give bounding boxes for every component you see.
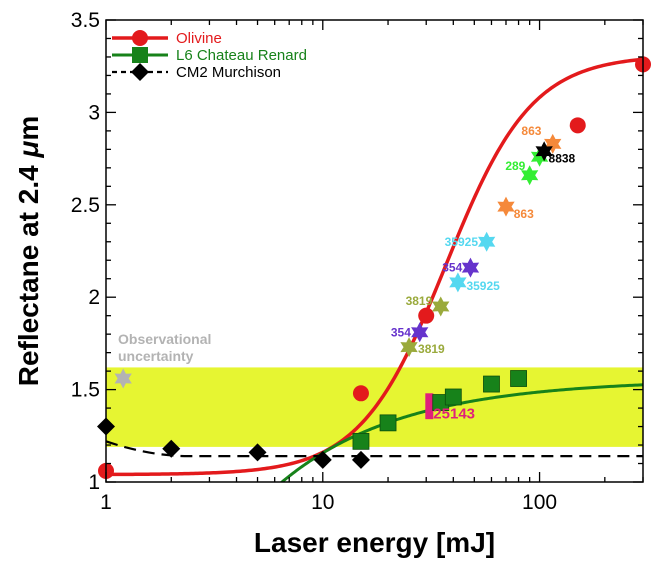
- olivine-point: [418, 307, 435, 324]
- sample-star: [520, 165, 539, 186]
- olivine-point: [569, 117, 586, 134]
- sample-star: [477, 231, 496, 252]
- legend-marker-cm2: [131, 63, 149, 81]
- sample-star: [449, 272, 467, 293]
- chateau-renard-point: [510, 370, 527, 387]
- legend-marker-olivine: [132, 30, 148, 46]
- murchison-point: [248, 443, 267, 462]
- y-tick-label: 3.5: [71, 9, 100, 32]
- plot-frame: [105, 19, 644, 483]
- x-tick-label: 10: [311, 491, 334, 514]
- star-label: 8838: [549, 152, 576, 166]
- sample-star: [530, 146, 549, 167]
- murchison-fit-line: [106, 440, 643, 458]
- legend-label-l6: L6 Chateau Renard: [176, 47, 307, 64]
- sample-25143-label: 25143: [433, 406, 475, 423]
- murchison-point: [351, 450, 370, 469]
- sample-star: [400, 337, 418, 358]
- murchison-point: [162, 439, 181, 458]
- y-tick-label: 1: [88, 471, 100, 494]
- x-axis-title: Laser energy [mJ]: [254, 527, 495, 558]
- sample-star: [461, 257, 480, 278]
- chateau-renard-point: [483, 375, 500, 393]
- y-axis-title: Reflectane at 2.4 μm: [13, 116, 44, 387]
- olivine-point: [352, 385, 369, 402]
- star-label: 289: [505, 159, 525, 173]
- y-axis-title-part: Reflectane at 2.4: [13, 158, 44, 387]
- y-tick-label: 2: [88, 286, 100, 309]
- chateau-renard-point: [379, 414, 397, 432]
- sample-25143-marker: [425, 393, 434, 420]
- x-tick-label: 1: [100, 491, 112, 514]
- y-tick-label: 2.5: [71, 194, 100, 217]
- star-label: 863: [521, 124, 541, 138]
- legend-marker-l6: [132, 47, 148, 63]
- y-tick-label: 1.5: [71, 379, 100, 402]
- star-label: 354: [391, 325, 411, 339]
- star-label: 35925: [445, 235, 479, 249]
- star-label: 354: [442, 261, 462, 275]
- x-tick-label: 100: [522, 491, 557, 514]
- star-label: 3819: [418, 342, 445, 356]
- y-axis-title-part: μ: [13, 141, 44, 159]
- sample-star: [114, 368, 132, 389]
- y-tick-label: 3: [88, 101, 100, 124]
- star-label: 3819: [406, 294, 433, 308]
- plot-area: [106, 57, 643, 482]
- band-label: Observational: [118, 331, 211, 347]
- sample-star: [544, 133, 562, 154]
- chateau-renard-point: [352, 432, 370, 450]
- sample-star: [535, 141, 553, 162]
- band-label: uncertainty: [118, 348, 194, 364]
- chateau-renard-point: [444, 388, 462, 406]
- legend-label-olivine: Olivine: [176, 30, 222, 47]
- olivine-fit-line: [106, 57, 643, 477]
- sample-star: [497, 196, 515, 217]
- legend-label-cm2: CM2 Murchison: [176, 64, 281, 81]
- murchison-point: [313, 450, 332, 469]
- star-label: 863: [514, 207, 534, 221]
- y-axis-title-part: m: [13, 116, 44, 141]
- sample-star: [411, 322, 429, 343]
- sample-star: [432, 296, 450, 317]
- star-label: 35925: [466, 279, 500, 293]
